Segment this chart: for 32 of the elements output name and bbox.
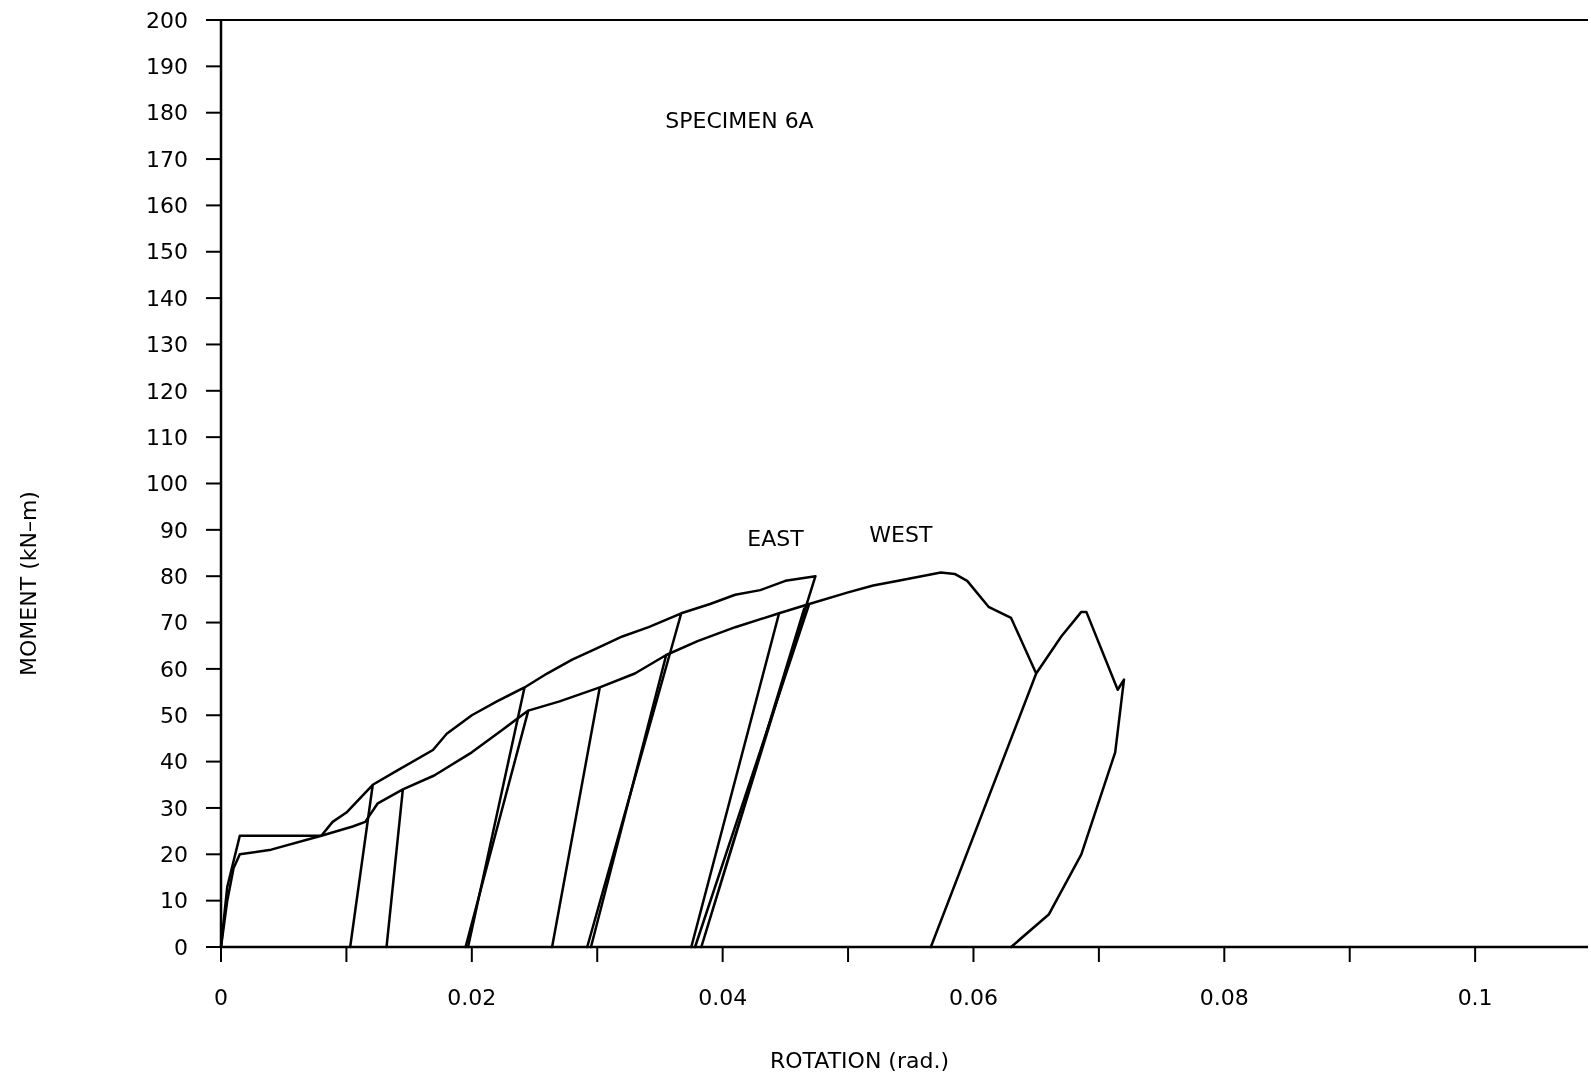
y-tick-label: 100 bbox=[146, 471, 188, 497]
y-tick-label: 190 bbox=[146, 54, 188, 80]
y-tick-label: 180 bbox=[146, 100, 188, 126]
x-tick-label: 0.08 bbox=[1199, 985, 1249, 1010]
series-label: WEST bbox=[869, 522, 933, 548]
y-tick-label: 50 bbox=[160, 702, 188, 728]
series-label: EAST bbox=[747, 526, 805, 552]
y-tick-label: 0 bbox=[174, 934, 188, 960]
y-tick-label: 130 bbox=[146, 332, 188, 358]
y-tick-label: 200 bbox=[146, 7, 188, 33]
y-tick-label: 70 bbox=[160, 610, 188, 636]
y-tick-label: 20 bbox=[160, 842, 188, 867]
y-tick-label: 110 bbox=[146, 424, 188, 450]
y-tick-label: 30 bbox=[160, 795, 188, 821]
x-tick-label: 0.1 bbox=[1457, 985, 1493, 1010]
x-tick-label: 0 bbox=[214, 985, 228, 1010]
y-tick-label: 80 bbox=[160, 563, 188, 589]
y-axis-title: MOMENT (kN–m) bbox=[16, 491, 41, 676]
y-tick-label: 10 bbox=[160, 888, 188, 914]
x-tick-label: 0.02 bbox=[447, 985, 497, 1010]
x-tick-label: 0.04 bbox=[698, 985, 748, 1010]
x-tick-label: 0.06 bbox=[948, 985, 998, 1010]
x-axis-title: ROTATION (rad.) bbox=[769, 1048, 950, 1073]
y-tick-label: 90 bbox=[160, 517, 188, 543]
text: SPECIMEN 6A bbox=[665, 108, 814, 133]
y-tick-label: 160 bbox=[146, 193, 188, 219]
y-tick-label: 60 bbox=[160, 656, 188, 682]
y-tick-label: 40 bbox=[160, 749, 188, 775]
y-tick-label: 140 bbox=[146, 285, 188, 311]
y-tick-label: 150 bbox=[146, 239, 188, 265]
y-tick-label: 120 bbox=[146, 378, 188, 404]
y-tick-label: 170 bbox=[146, 146, 188, 172]
